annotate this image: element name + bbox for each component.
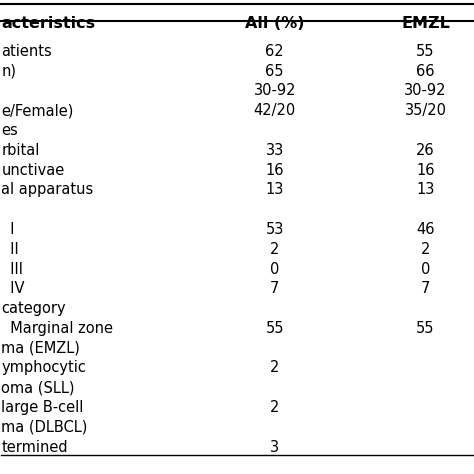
Text: atients: atients — [1, 44, 52, 59]
Text: es: es — [1, 123, 18, 138]
Text: 2: 2 — [270, 360, 279, 375]
Text: 7: 7 — [421, 281, 430, 296]
Text: 35/20: 35/20 — [404, 103, 447, 118]
Text: 13: 13 — [265, 182, 284, 197]
Text: 16: 16 — [265, 163, 284, 178]
Text: 30-92: 30-92 — [404, 83, 447, 99]
Text: 53: 53 — [265, 222, 284, 237]
Text: 3: 3 — [270, 439, 279, 455]
Text: al apparatus: al apparatus — [1, 182, 94, 197]
Text: 62: 62 — [265, 44, 284, 59]
Text: category: category — [1, 301, 66, 316]
Text: e/Female): e/Female) — [1, 103, 74, 118]
Text: IV: IV — [1, 281, 25, 296]
Text: acteristics: acteristics — [1, 16, 96, 30]
Text: 42/20: 42/20 — [254, 103, 296, 118]
Text: 13: 13 — [416, 182, 435, 197]
Text: 65: 65 — [265, 64, 284, 79]
Text: 0: 0 — [270, 262, 279, 276]
Text: ma (DLBCL): ma (DLBCL) — [1, 420, 88, 435]
Text: 55: 55 — [416, 44, 435, 59]
Text: unctivae: unctivae — [1, 163, 64, 178]
Text: 30-92: 30-92 — [254, 83, 296, 99]
Text: Marginal zone: Marginal zone — [1, 321, 113, 336]
Text: 55: 55 — [265, 321, 284, 336]
Text: 0: 0 — [421, 262, 430, 276]
Text: ymphocytic: ymphocytic — [1, 360, 86, 375]
Text: n): n) — [1, 64, 17, 79]
Text: All (%): All (%) — [245, 16, 304, 30]
Text: 7: 7 — [270, 281, 279, 296]
Text: 66: 66 — [416, 64, 435, 79]
Text: oma (SLL): oma (SLL) — [1, 380, 75, 395]
Text: III: III — [1, 262, 23, 276]
Text: II: II — [1, 242, 19, 257]
Text: 2: 2 — [421, 242, 430, 257]
Text: 55: 55 — [416, 321, 435, 336]
Text: I: I — [1, 222, 15, 237]
Text: rbital: rbital — [1, 143, 40, 158]
Text: ma (EMZL): ma (EMZL) — [1, 341, 80, 356]
Text: 26: 26 — [416, 143, 435, 158]
Text: 2: 2 — [270, 242, 279, 257]
Text: termined: termined — [1, 439, 68, 455]
Text: large B-cell: large B-cell — [1, 400, 84, 415]
Text: 16: 16 — [416, 163, 435, 178]
Text: 46: 46 — [416, 222, 435, 237]
Text: 2: 2 — [270, 400, 279, 415]
Text: 33: 33 — [265, 143, 284, 158]
Text: EMZL: EMZL — [401, 16, 450, 30]
